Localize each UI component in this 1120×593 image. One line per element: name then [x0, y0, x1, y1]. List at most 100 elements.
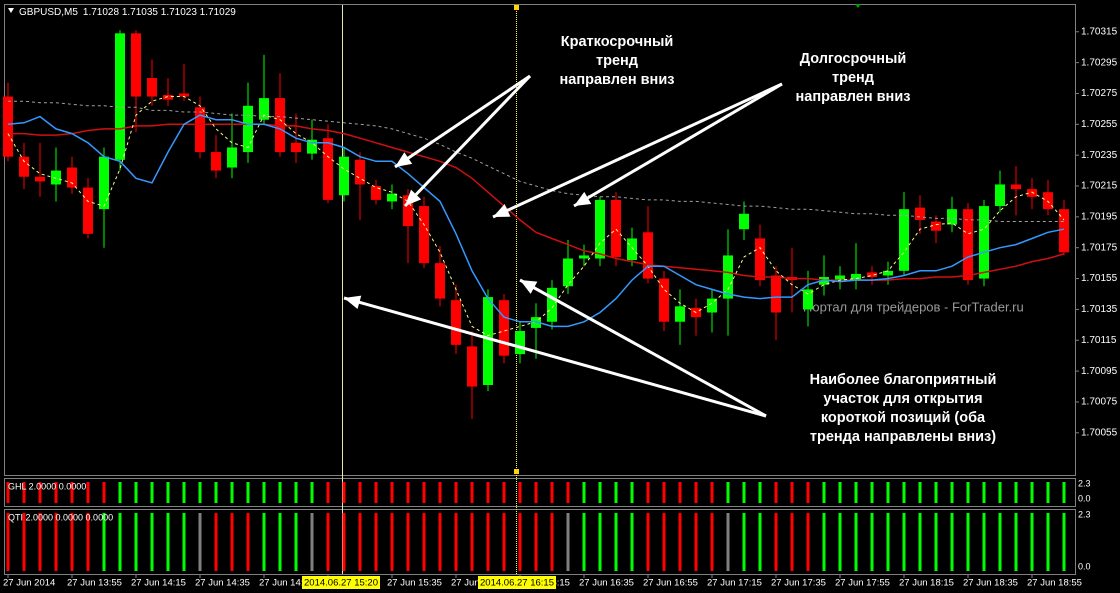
indicator-bar [982, 513, 986, 571]
indicator-bar [822, 482, 826, 503]
indicator-bar [422, 482, 426, 503]
indicator-bar [54, 513, 58, 571]
candle-body [515, 331, 525, 355]
candle-body [387, 193, 397, 202]
cursor-label: 2014.06.27 15:20 [304, 578, 378, 589]
indicator-bar [550, 482, 554, 503]
indicator-label: GHL 2.0000 0.0000 [8, 481, 86, 491]
candle-body [915, 207, 925, 220]
x-tick-label: 27 Jun 2014 [3, 578, 55, 589]
indicator-bar [582, 482, 586, 503]
candle-body [547, 287, 557, 322]
quote: 1.71028 1.71035 1.71023 1.71029 [83, 7, 236, 18]
indicator-bar [358, 482, 362, 503]
indicator-bar [182, 513, 186, 571]
indicator-bar [470, 482, 474, 503]
indicator-bar [22, 513, 26, 571]
indicator-bar [646, 482, 650, 503]
indicator-bar [742, 482, 746, 503]
indicator-bar [294, 513, 298, 571]
candle-body [883, 270, 893, 276]
arrow-head [395, 152, 413, 167]
x-tick-label: 27 Jun 15:35 [387, 578, 442, 589]
indicator-bar [1046, 513, 1050, 571]
candle-body [707, 298, 717, 313]
x-tick-label: 27 Jun 18:55 [1027, 578, 1082, 589]
candle-body [579, 255, 589, 259]
indicator-bar [166, 513, 170, 571]
indicator-bar [1046, 482, 1050, 503]
indicator-bar [278, 482, 282, 503]
candle-body [227, 147, 237, 168]
indicator-bar [502, 482, 506, 503]
indicator-bar [694, 513, 698, 571]
candle-body [563, 258, 573, 287]
indicator-bar [1062, 482, 1066, 503]
symbol-menu-icon[interactable] [8, 8, 14, 13]
indicator-bar [662, 482, 666, 503]
candle-body [739, 213, 749, 230]
candle-body [723, 255, 733, 299]
indicator-bar [310, 482, 314, 503]
symbol: GBPUSD,M5 [19, 7, 78, 18]
indicator-bar [390, 513, 394, 571]
indicator-bar [214, 482, 218, 503]
indicator-bar [838, 513, 842, 571]
candle-body [19, 156, 29, 177]
candle-body [403, 195, 413, 227]
candle-body [867, 272, 877, 278]
arrow [519, 278, 767, 418]
indicator-bar [38, 482, 42, 503]
indicator-bar [534, 482, 538, 503]
candle-body [35, 176, 45, 182]
indicator-bar [790, 482, 794, 503]
indicator-bar [598, 482, 602, 503]
watermark: Портал для трейдеров - ForTrader.ru [803, 299, 1024, 314]
main-panel [4, 4, 1076, 476]
indicator-bar [86, 482, 90, 503]
cursor-handle [514, 469, 519, 474]
indicator-bar [710, 482, 714, 503]
annotation: направлен вниз [560, 72, 675, 88]
indicator-bar [982, 482, 986, 503]
indicator-bar [886, 482, 890, 503]
indicator-bar [534, 513, 538, 571]
indicator-bar [918, 513, 922, 571]
candle-body [275, 98, 285, 153]
arrow [343, 296, 767, 418]
indicator-bar [422, 513, 426, 571]
cursor-label: 2014.06.27 16:15 [480, 578, 554, 589]
indicator-bar [854, 513, 858, 571]
candle-body [1011, 184, 1021, 190]
y-tick-label: 1.70115 [1081, 335, 1117, 346]
indicator-bar [38, 513, 42, 571]
indicator-bar [582, 513, 586, 571]
indicator-bar [182, 482, 186, 503]
indicator-bar [486, 482, 490, 503]
indicator-bar [662, 513, 666, 571]
indicator-bar [230, 513, 234, 571]
arrow-head [493, 203, 511, 217]
annotation: направлен вниз [796, 89, 911, 105]
indicator-bar [102, 513, 106, 571]
candle-body [467, 346, 477, 387]
indicator-bar [886, 513, 890, 571]
indicator-bar [566, 482, 570, 503]
x-tick-label: 27 Jun 17:55 [835, 578, 890, 589]
candle-body [803, 289, 813, 310]
indicator-bar [406, 482, 410, 503]
indicator-bar [166, 482, 170, 503]
indicator-bar [614, 482, 618, 503]
indicator-bar [1030, 482, 1034, 503]
indicator-bar [22, 482, 26, 503]
indicator-bar [678, 482, 682, 503]
indicator-bar [806, 482, 810, 503]
arrow [573, 82, 783, 208]
arrow [394, 74, 531, 169]
indicator-bar [454, 513, 458, 571]
indicator-bar [614, 513, 618, 571]
annotation: Наиболее благоприятный [810, 372, 997, 388]
indicator-bar [86, 513, 90, 571]
candle-body [131, 33, 141, 97]
candle-body [755, 238, 765, 281]
